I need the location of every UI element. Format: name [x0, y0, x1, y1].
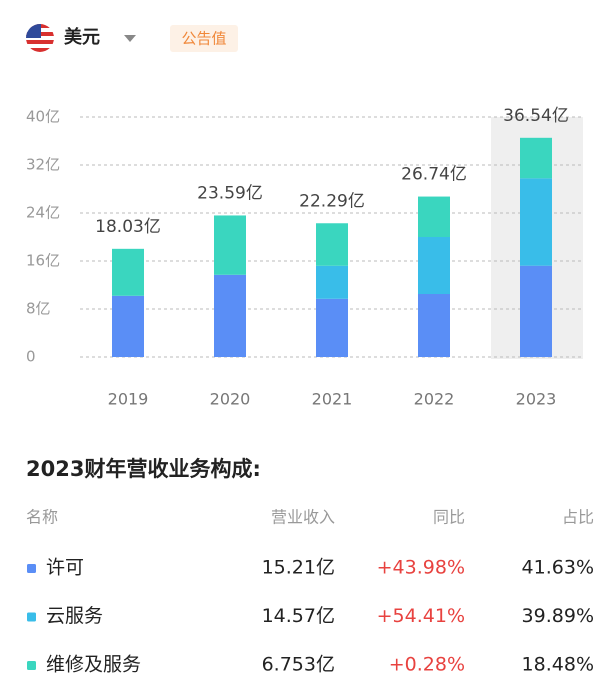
row-name: 许可: [46, 557, 84, 579]
bar-segment: [316, 298, 348, 357]
row-share: 41.63%: [522, 557, 594, 579]
bar-segment: [214, 215, 246, 275]
legend-dot: [27, 661, 36, 670]
x-tick-label: 2019: [108, 390, 149, 409]
table-header: 名称: [26, 508, 58, 527]
total-label: 23.59亿: [197, 183, 263, 203]
y-tick-label: 32亿: [26, 156, 60, 174]
row-revenue: 6.753亿: [262, 654, 335, 676]
row-yoy: +54.41%: [377, 605, 465, 627]
y-tick-label: 24亿: [26, 204, 60, 222]
x-tick-label: 2023: [516, 390, 557, 409]
row-revenue: 14.57亿: [262, 605, 335, 627]
bar-segment: [112, 295, 144, 357]
bar-segment: [520, 137, 552, 179]
x-tick-label: 2022: [414, 390, 455, 409]
total-label: 22.29亿: [299, 191, 365, 211]
legend-dot: [27, 612, 36, 622]
y-tick-label: 8亿: [26, 300, 51, 318]
row-yoy: +0.28%: [389, 654, 465, 676]
row-name: 云服务: [46, 605, 103, 627]
total-label: 18.03亿: [95, 217, 161, 237]
row-share: 39.89%: [522, 605, 594, 627]
row-name: 维修及服务: [46, 654, 141, 676]
bar-segment: [418, 237, 450, 294]
bar-segment: [316, 223, 348, 266]
row-revenue: 15.21亿: [262, 557, 335, 579]
flag: [26, 24, 54, 52]
bar-segment: [316, 265, 348, 299]
bar-segment: [214, 274, 246, 357]
row-share: 18.48%: [522, 654, 594, 676]
y-tick-label: 16亿: [26, 252, 60, 270]
table-header: 营业收入: [271, 508, 335, 527]
table-header: 占比: [562, 508, 594, 527]
bar-segment: [418, 196, 450, 237]
total-label: 36.54亿: [503, 106, 569, 126]
dropdown-caret[interactable]: [124, 35, 136, 42]
badge-bg: [170, 25, 238, 52]
currency[interactable]: 美元: [64, 26, 100, 48]
y-tick-label: 0: [26, 348, 36, 366]
row-yoy: +43.98%: [377, 557, 465, 579]
bar-segment: [112, 248, 144, 296]
x-tick-label: 2021: [312, 390, 353, 409]
table-header: 同比: [433, 508, 465, 527]
table-title: 2023财年营收业务构成:: [26, 457, 261, 481]
bar-segment: [418, 294, 450, 357]
total-label: 26.74亿: [401, 165, 467, 185]
legend-dot: [27, 564, 36, 573]
y-tick-label: 40亿: [26, 108, 60, 126]
bar-segment: [520, 178, 552, 266]
bar-segment: [520, 265, 552, 357]
x-tick-label: 2020: [210, 390, 251, 409]
badge: 公告值: [181, 30, 226, 48]
